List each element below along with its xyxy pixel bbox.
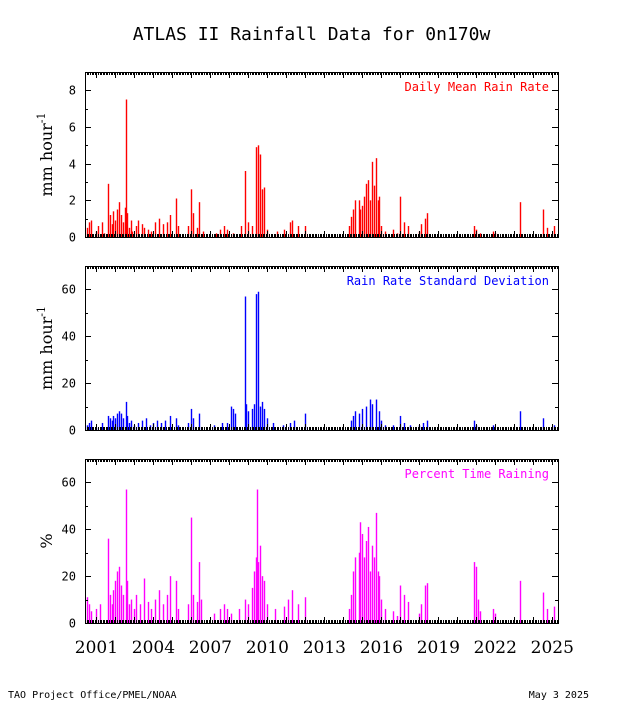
y-tick-label: 20 [62, 570, 76, 584]
y-tick-label: 40 [62, 523, 76, 537]
page-title: ATLAS II Rainfall Data for 0n170w [132, 24, 491, 45]
plot-frame [85, 72, 559, 238]
y-tick-label: 60 [62, 283, 76, 297]
footer-date: May 3 2025 [528, 690, 589, 701]
y-axis-label: mm hour-1 [35, 112, 56, 196]
x-tick-label: 2004 [132, 638, 175, 658]
plot-frame [85, 459, 559, 624]
x-tick-label: 2022 [474, 638, 517, 658]
y-tick-label: 2 [69, 194, 76, 208]
y-tick-label: 20 [62, 377, 76, 391]
y-tick-label: 6 [69, 121, 76, 135]
y-tick-label: 60 [62, 476, 76, 490]
y-tick-label: 8 [69, 84, 76, 98]
chart-panel-1: 0 2 4 6 8 Daily Mean Rain Rate mm hour-1 [35, 72, 559, 245]
panel-title: Rain Rate Standard Deviation [347, 274, 549, 288]
y-tick-label: 40 [62, 330, 76, 344]
y-tick-label: 0 [69, 231, 76, 245]
x-tick-label: 2019 [417, 638, 460, 658]
panel-title: Percent Time Raining [405, 467, 550, 481]
chart-panel-3: 0 20 40 60 Percent Time Raining% 2001 2004 2007… [37, 459, 574, 658]
x-tick-label: 2001 [75, 638, 118, 658]
x-tick-label: 2016 [360, 638, 403, 658]
footer-credit: TAO Project Office/PMEL/NOAA [8, 690, 177, 701]
x-tick-label: 2010 [246, 638, 289, 658]
x-tick-label: 2013 [303, 638, 346, 658]
chart-panel-2: 0 20 40 60 Rain Rate Standard Deviation mm ho… [35, 266, 559, 438]
x-tick-label: 2007 [189, 638, 232, 658]
plot-frame [85, 266, 559, 431]
y-tick-label: 0 [69, 617, 76, 631]
y-tick-label: 0 [69, 424, 76, 438]
y-axis-label: % [37, 533, 56, 548]
y-tick-label: 4 [69, 158, 76, 172]
x-tick-label: 2025 [531, 638, 574, 658]
y-axis-label: mm hour-1 [35, 306, 56, 390]
panel-title: Daily Mean Rain Rate [405, 80, 550, 94]
